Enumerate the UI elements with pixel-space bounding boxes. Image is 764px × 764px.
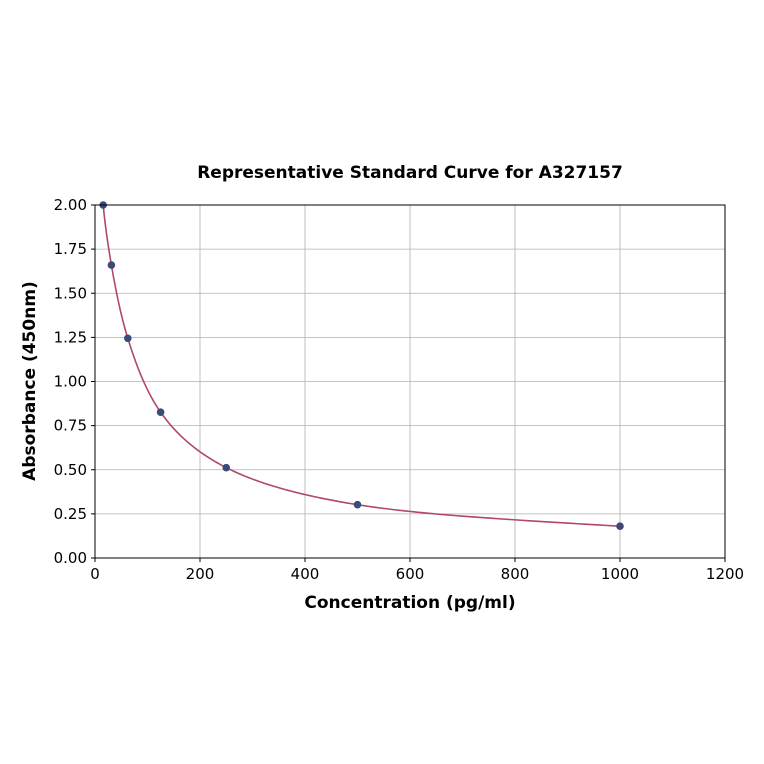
data-point [222,463,231,472]
y-tick-label: 0.50 [54,461,87,479]
chart-title: Representative Standard Curve for A32715… [197,163,623,183]
y-tick-label: 1.00 [54,373,87,391]
fit-line [102,204,621,528]
x-tick-label: 1200 [706,565,744,583]
data-point [156,408,165,417]
grid-lines [94,204,726,559]
x-axis-label: Concentration (pg/ml) [304,593,515,613]
data-point [616,522,624,531]
data-point [124,334,132,343]
y-tick-label: 1.50 [54,284,87,302]
x-tick-label: 1000 [601,565,639,583]
y-axis-ticks: 0.00 0.25 0.50 0.75 1.00 1.25 1.50 1.75 2.00 [54,196,95,567]
x-tick-label: 800 [501,565,530,583]
y-tick-label: 0.75 [54,417,87,435]
data-point [107,261,116,269]
y-axis-label: Absorbance (450nm) [20,281,40,481]
x-tick-label: 400 [291,565,320,583]
y-tick-label: 2.00 [54,196,87,214]
fitted-curve [102,204,621,528]
y-tick-label: 0.25 [54,505,87,523]
x-tick-label: 200 [186,565,215,583]
x-tick-label: 0 [90,565,100,583]
x-axis-ticks: 0 200 400 600 800 1000 1200 [90,558,744,583]
x-tick-label: 600 [396,565,425,583]
data-points [99,201,624,531]
y-tick-label: 1.75 [54,240,87,258]
data-point [353,500,362,509]
y-tick-label: 0.00 [54,549,87,567]
y-tick-label: 1.25 [54,328,87,346]
